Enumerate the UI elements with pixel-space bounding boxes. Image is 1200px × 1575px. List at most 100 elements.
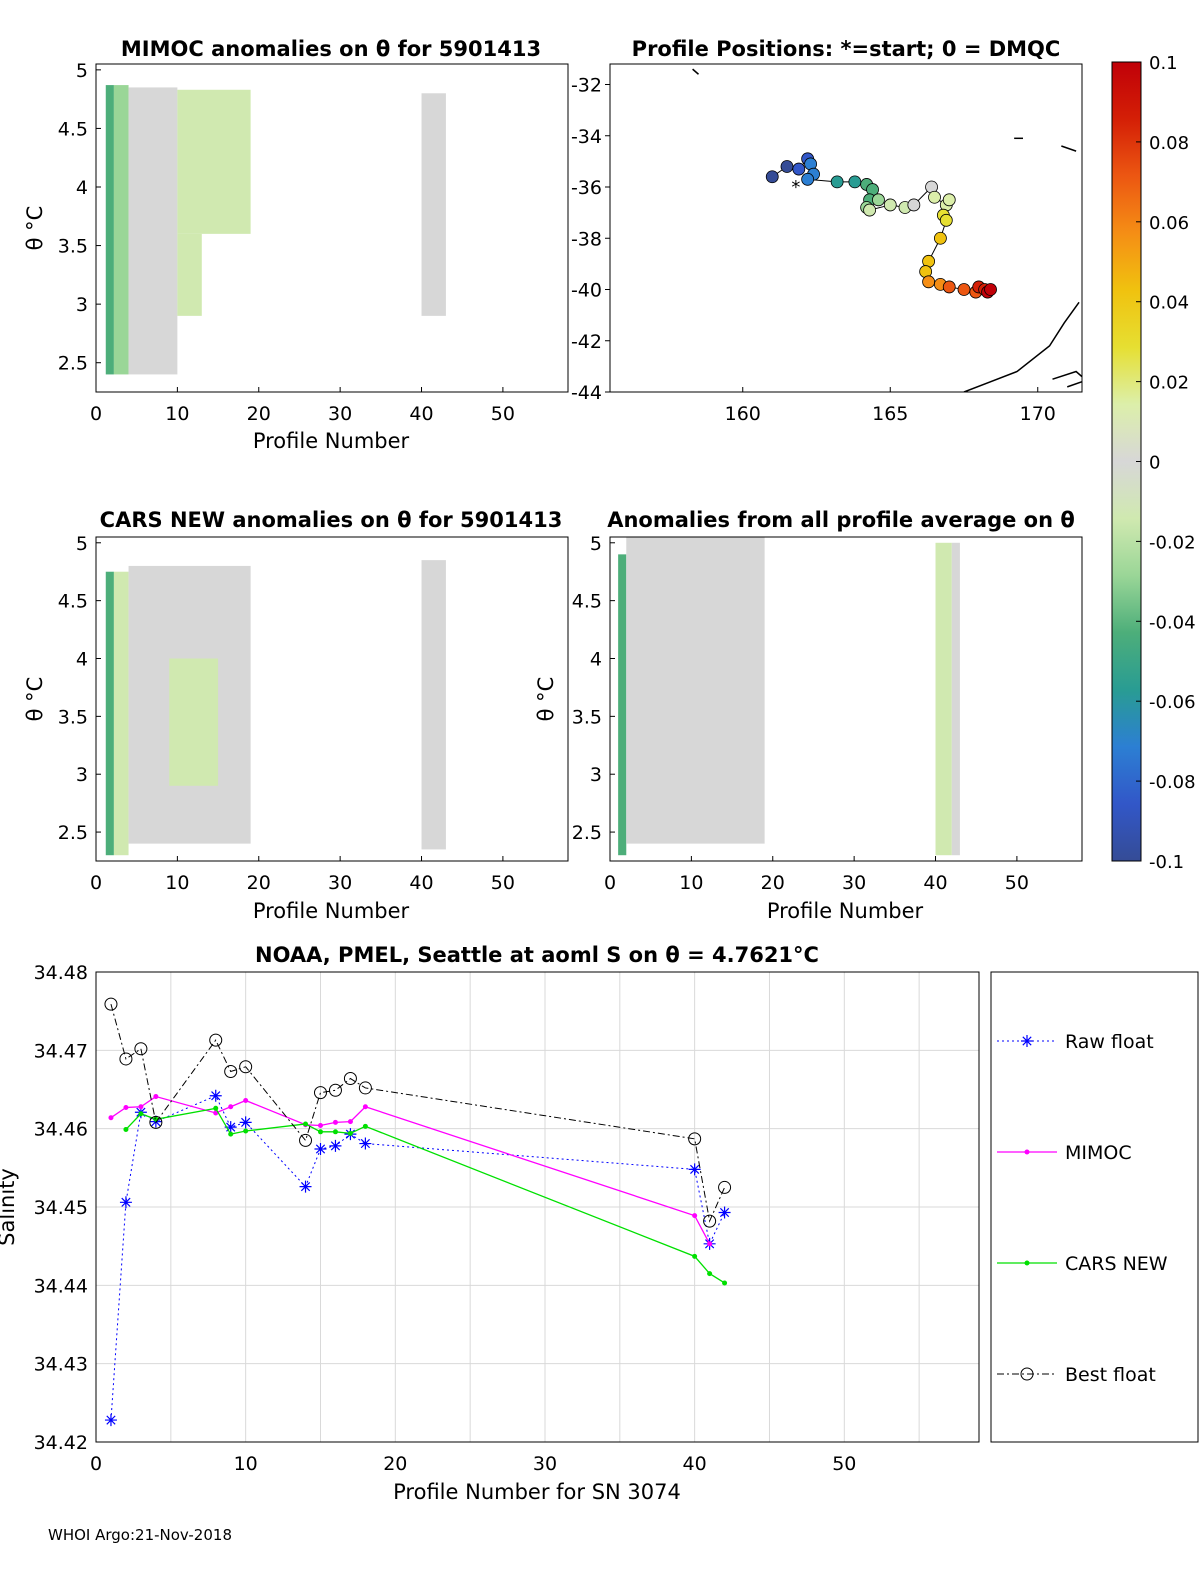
salinity-line-chart: 0 10 20 30 40 50 34.42 34.43 34.44 34.45 34.46 34.4… bbox=[34, 962, 980, 1475]
panel-c-xtick-label: 30 bbox=[328, 872, 352, 894]
panel-a-ytick-label: 5 bbox=[76, 60, 88, 82]
panel-d-xtick-label: 50 bbox=[1005, 872, 1029, 894]
salinity-axes-box bbox=[95, 971, 980, 1443]
panel-a-title: MIMOC anomalies on θ for 5901413 bbox=[121, 37, 541, 61]
data-point-best-float bbox=[718, 1180, 732, 1194]
data-point-best-float bbox=[688, 1132, 702, 1146]
profile-position-marker bbox=[907, 198, 921, 212]
data-point-cars-new bbox=[722, 1280, 728, 1286]
panel-a-ytick-label: 4 bbox=[76, 177, 88, 199]
series-line-raw-float bbox=[110, 1095, 726, 1421]
data-point-raw-float bbox=[688, 1163, 701, 1176]
salinity-xtick-label: 20 bbox=[383, 1453, 407, 1475]
panel-c-block-1 bbox=[113, 571, 129, 856]
panel-e-title: NOAA, PMEL, Seattle at aoml S on θ = 4.7… bbox=[255, 943, 819, 967]
legend-label-mimoc: MIMOC bbox=[1065, 1142, 1132, 1164]
map-ytick-label: -44 bbox=[571, 382, 602, 404]
profile-position-marker bbox=[922, 275, 935, 289]
panel-d-ytick-label: 4.5 bbox=[572, 591, 602, 613]
data-point-best-float bbox=[239, 1060, 253, 1074]
data-point-cars-new bbox=[332, 1129, 338, 1135]
profile-position-marker bbox=[872, 193, 885, 207]
data-point-cars-new bbox=[692, 1253, 698, 1259]
panel-d-ytick-label: 3.5 bbox=[572, 706, 602, 728]
panel-d-xlabel: Profile Number bbox=[767, 899, 924, 923]
panel-d-block-2 bbox=[935, 542, 952, 856]
salinity-ytick-label: 34.43 bbox=[34, 1354, 88, 1376]
panel-a-xtick-label: 40 bbox=[409, 403, 433, 425]
colorbar-tick-label: 0.06 bbox=[1149, 213, 1189, 234]
salinity-ytick-label: 34.46 bbox=[34, 1119, 88, 1141]
data-point-raw-float bbox=[209, 1089, 222, 1102]
panel-a-block-5 bbox=[421, 93, 446, 316]
panel-a-block-3 bbox=[177, 89, 251, 234]
panel-d-ylabel: θ °C bbox=[534, 677, 558, 722]
data-point-raw-float bbox=[239, 1116, 252, 1129]
panel-d-ytick-label: 2.5 bbox=[572, 822, 602, 844]
mimoc-anomaly-plot: 0 10 20 30 40 50 2.5 3 3.5 4 4.5 5 bbox=[58, 60, 569, 425]
data-point-mimoc bbox=[228, 1104, 234, 1110]
panel-c-blocks bbox=[105, 560, 446, 856]
data-point-cars-new bbox=[317, 1129, 323, 1135]
panel-a-ylabel: θ °C bbox=[23, 206, 47, 251]
panel-a-xtick-label: 20 bbox=[247, 403, 271, 425]
panel-c-ytick-label: 2.5 bbox=[58, 822, 88, 844]
profile-position-marker bbox=[883, 198, 897, 212]
panel-e-ylabel: Salinity bbox=[0, 1168, 19, 1246]
data-point-mimoc bbox=[123, 1105, 129, 1111]
colorbar-tick-label: -0.02 bbox=[1149, 532, 1196, 553]
panel-c-ylabel: θ °C bbox=[23, 677, 47, 722]
map-xtick-label: 160 bbox=[725, 403, 761, 425]
panel-c-ytick-label: 4.5 bbox=[58, 591, 88, 613]
legend-marker-raw-float bbox=[1021, 1035, 1033, 1047]
data-point-cars-new bbox=[347, 1130, 353, 1136]
data-point-raw-float bbox=[299, 1180, 312, 1193]
profile-position-marker bbox=[939, 213, 953, 227]
panel-a-xtick-label: 0 bbox=[90, 403, 102, 425]
legend-label-raw-float: Raw float bbox=[1065, 1031, 1154, 1053]
data-point-best-float bbox=[328, 1083, 342, 1097]
panel-a-blocks bbox=[105, 85, 446, 375]
panel-c-block-3 bbox=[169, 658, 219, 786]
map-axes-box bbox=[609, 63, 1083, 393]
panel-d-xtick-label: 30 bbox=[842, 872, 866, 894]
panel-c-xtick-label: 10 bbox=[165, 872, 189, 894]
data-point-mimoc bbox=[707, 1241, 713, 1247]
profile-position-marker bbox=[863, 203, 876, 217]
profile-position-marker bbox=[984, 283, 997, 296]
profile-position-marker bbox=[792, 162, 806, 176]
series-line-cars-new bbox=[125, 1107, 725, 1284]
colorbar-tick-label: 0.04 bbox=[1149, 293, 1189, 314]
data-point-cars-new bbox=[362, 1123, 368, 1129]
panel-a-xlabel: Profile Number bbox=[253, 429, 410, 453]
data-point-mimoc bbox=[362, 1104, 368, 1110]
panel-a-ytick-label: 4.5 bbox=[58, 118, 88, 140]
coastline bbox=[963, 301, 1080, 392]
panel-c-ytick-label: 3.5 bbox=[58, 706, 88, 728]
colorbar: 0.1 0.08 0.06 0.04 0.02 0 -0.02 -0.04 -0.06 -0.08… bbox=[1111, 53, 1196, 873]
panel-d-block-1 bbox=[626, 537, 765, 844]
data-point-cars-new bbox=[707, 1271, 713, 1277]
panel-c-ytick-label: 3 bbox=[76, 764, 88, 786]
data-point-best-float bbox=[104, 997, 118, 1011]
legend-marker-cars-new bbox=[1024, 1260, 1030, 1266]
data-point-best-float bbox=[703, 1214, 717, 1228]
coastline bbox=[1052, 370, 1082, 380]
profile-positions-map: * 160 165 170 -32 -34 -36 -38 -40 -42 -44 bbox=[571, 63, 1083, 425]
legend-label-cars-new: CARS NEW bbox=[1065, 1253, 1168, 1275]
data-point-best-float bbox=[134, 1042, 148, 1056]
panel-a-ytick-label: 3.5 bbox=[58, 236, 88, 258]
data-point-best-float bbox=[209, 1033, 223, 1047]
panel-c-xtick-label: 0 bbox=[90, 872, 102, 894]
profile-position-marker bbox=[780, 160, 794, 173]
profile-position-marker bbox=[928, 190, 941, 204]
coastline bbox=[1061, 145, 1077, 152]
panel-c-ytick-label: 5 bbox=[76, 533, 88, 555]
salinity-xtick-label: 50 bbox=[832, 1453, 856, 1475]
map-ytick-label: -36 bbox=[571, 177, 602, 199]
data-point-best-float bbox=[119, 1052, 133, 1066]
panel-c-block-0 bbox=[105, 571, 114, 856]
colorbar-tick-label: 0.08 bbox=[1149, 133, 1189, 154]
data-point-raw-float bbox=[104, 1414, 117, 1427]
